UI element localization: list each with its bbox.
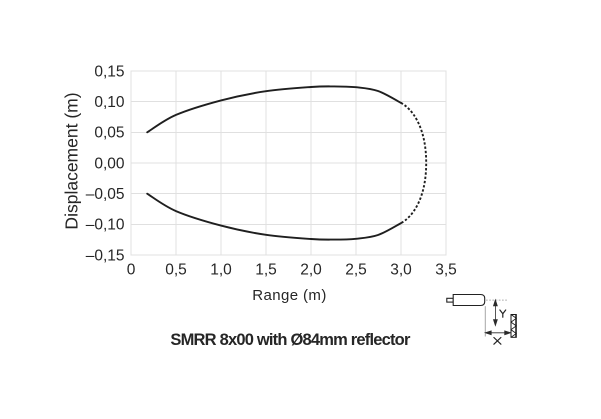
svg-text:3,5: 3,5 bbox=[435, 261, 457, 278]
svg-text:0,5: 0,5 bbox=[165, 261, 187, 278]
svg-text:1,5: 1,5 bbox=[255, 261, 277, 278]
svg-text:0,10: 0,10 bbox=[94, 94, 125, 111]
svg-text:0,05: 0,05 bbox=[94, 125, 124, 142]
svg-text:2,5: 2,5 bbox=[345, 261, 367, 278]
svg-text:1,0: 1,0 bbox=[210, 261, 232, 278]
svg-text:Displacement (m): Displacement (m) bbox=[62, 92, 82, 229]
svg-text:0,00: 0,00 bbox=[94, 155, 125, 172]
svg-text:–0,15: –0,15 bbox=[86, 247, 125, 264]
svg-text:–0,05: –0,05 bbox=[86, 186, 125, 203]
svg-text:2,0: 2,0 bbox=[300, 261, 322, 278]
svg-text:3,0: 3,0 bbox=[390, 261, 412, 278]
svg-text:0,15: 0,15 bbox=[94, 63, 124, 80]
svg-text:0: 0 bbox=[127, 261, 136, 278]
svg-text:–0,10: –0,10 bbox=[86, 217, 125, 234]
svg-text:SMRR 8x00 with Ø84mm reflector: SMRR 8x00 with Ø84mm reflector bbox=[170, 331, 411, 349]
svg-text:Range (m): Range (m) bbox=[252, 287, 326, 304]
